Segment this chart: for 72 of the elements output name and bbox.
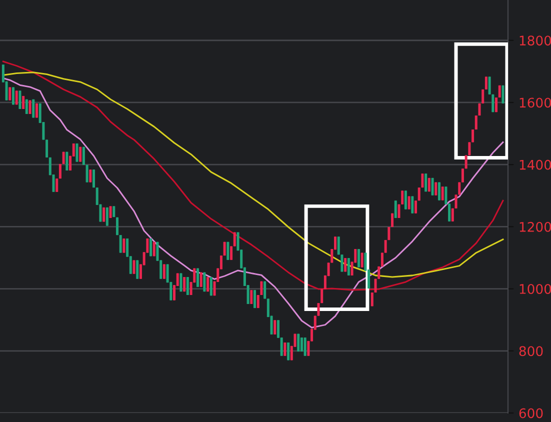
candlestick [451, 208, 454, 222]
candlestick [340, 254, 344, 272]
candlestick [482, 88, 484, 104]
candlestick [122, 238, 126, 254]
candlestick [256, 294, 260, 309]
candlestick [370, 292, 374, 307]
candlestick [132, 260, 136, 275]
candlestick [414, 200, 418, 214]
y-tick-label: 1800 [520, 36, 551, 46]
candlestick [434, 182, 438, 196]
candlestick [136, 260, 139, 280]
candlestick [488, 76, 491, 96]
candlestick [360, 252, 364, 268]
candlestick [196, 268, 199, 288]
candlestick [86, 164, 88, 183]
candlestick [109, 205, 112, 219]
candlestick [441, 186, 444, 201]
candlestick [484, 76, 488, 90]
line-series [2, 77, 504, 328]
candlestick [438, 182, 440, 201]
candlestick [421, 172, 424, 188]
candlestick [468, 142, 471, 156]
candlestick [79, 146, 82, 162]
candlestick [226, 241, 230, 261]
candlestick [15, 90, 18, 106]
candlestick [230, 246, 233, 261]
candlestick [28, 100, 32, 115]
y-tick-label: 1000 [520, 284, 551, 294]
candlestick [424, 172, 428, 192]
candlestick [56, 178, 58, 193]
candlestick [380, 252, 384, 268]
candlestick [344, 257, 347, 272]
y-tick-label: 600 [519, 408, 543, 418]
candlestick [431, 177, 434, 196]
candlestick [398, 204, 400, 219]
candlestick [89, 168, 92, 183]
candlestick [46, 139, 48, 158]
candlestick [200, 272, 202, 288]
candlestick [106, 206, 108, 226]
y-tick-label: 800 [519, 346, 543, 356]
candlestick [454, 194, 458, 210]
candlestick [337, 236, 340, 256]
candlestick [495, 96, 498, 113]
candlestick [411, 196, 414, 214]
candlestick [22, 95, 25, 110]
candlestick [384, 239, 387, 254]
candlestick [347, 257, 350, 276]
candlestick [274, 319, 276, 336]
candlestick [391, 212, 394, 228]
candlestick [82, 146, 85, 166]
candlestick [461, 168, 464, 183]
candlestick [119, 234, 122, 254]
candlestick [378, 266, 380, 280]
candlestick [253, 289, 256, 309]
candlestick [317, 302, 320, 316]
candlestick [404, 190, 407, 210]
candlestick [76, 142, 78, 162]
candlestick [401, 190, 404, 206]
candlestick [66, 151, 68, 172]
candlestick [502, 84, 504, 104]
candlestick [418, 186, 420, 202]
candlestick [92, 168, 96, 188]
candlestick [162, 264, 166, 280]
candlestick [304, 336, 306, 357]
y-tick-label: 1200 [520, 222, 551, 232]
candlestick [62, 151, 65, 165]
candlestick [408, 196, 410, 210]
y-tick-label: 1600 [520, 98, 551, 108]
y-tick-label: 1400 [520, 160, 551, 170]
candlestick [25, 98, 28, 115]
candlestick [300, 336, 303, 352]
candlestick [8, 86, 12, 101]
